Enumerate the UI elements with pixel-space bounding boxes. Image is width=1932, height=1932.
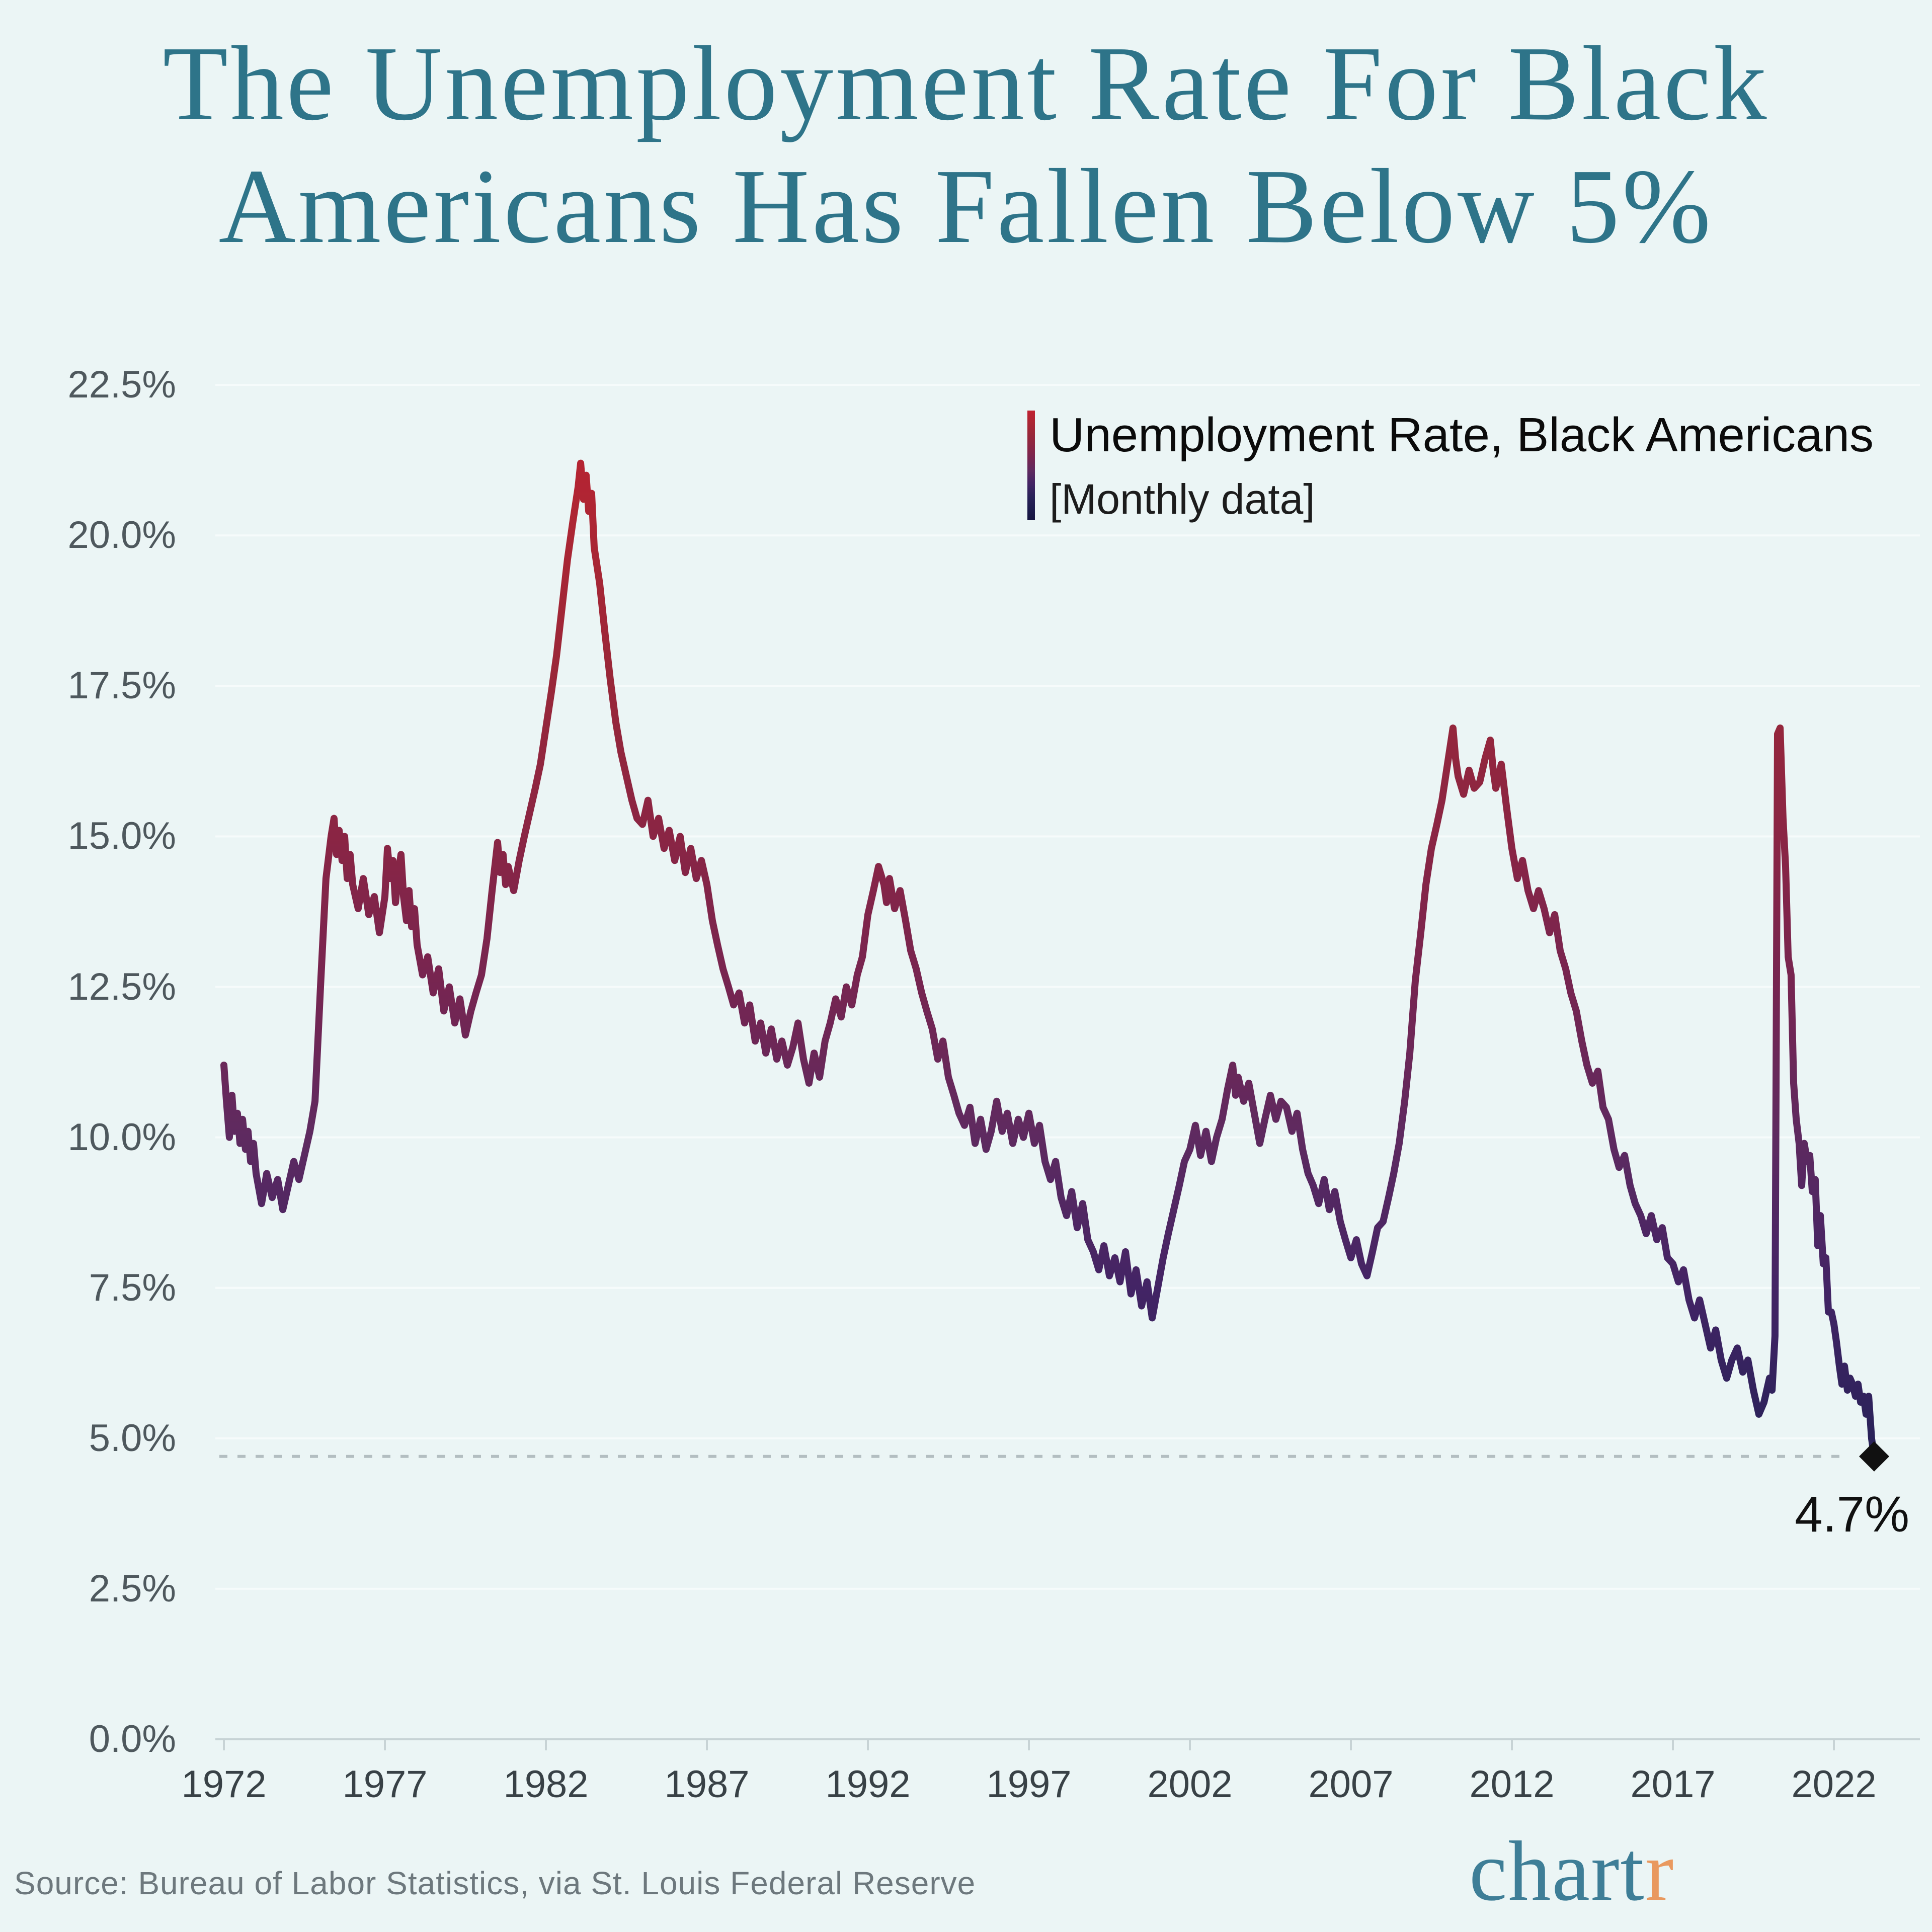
y-tick-label: 22.5%	[67, 363, 177, 407]
latest-point-diamond-marker	[1859, 1441, 1889, 1472]
y-tick-label: 12.5%	[67, 965, 177, 1008]
chartr-logo: chartr	[1469, 1822, 1674, 1920]
y-tick-label: 10.0%	[67, 1115, 177, 1159]
y-tick-label: 5.0%	[89, 1416, 176, 1460]
x-tick-label: 1982	[503, 1763, 589, 1806]
chartr-logo-chart: chart	[1469, 1824, 1645, 1918]
source-note: Source: Bureau of Labor Statistics, via …	[14, 1865, 976, 1901]
chart-title: The Unemployment Rate For Black American…	[0, 22, 1932, 268]
x-tick-label: 1977	[342, 1763, 428, 1806]
y-tick-label: 7.5%	[89, 1266, 176, 1309]
y-tick-label: 15.0%	[67, 815, 177, 858]
x-tick-label: 1997	[986, 1763, 1072, 1806]
chartr-logo-r: r	[1645, 1824, 1675, 1918]
unemployment-rate-line	[220, 459, 1878, 1460]
legend-title: Unemployment Rate, Black Americans	[1050, 408, 1874, 462]
chart-title-line1: The Unemployment Rate For Black	[163, 24, 1769, 142]
latest-value-annotation: 4.7%	[1795, 1486, 1909, 1543]
chart-title-line2: Americans Has Fallen Below 5%	[218, 147, 1714, 265]
x-tick-label: 2012	[1469, 1763, 1555, 1806]
y-tick-label: 20.0%	[67, 514, 177, 557]
x-tick-label: 1992	[825, 1763, 911, 1806]
x-tick-label: 1987	[664, 1763, 750, 1806]
y-tick-label: 2.5%	[89, 1567, 176, 1610]
y-tick-label: 0.0%	[89, 1718, 176, 1760]
legend-subtitle: [Monthly data]	[1050, 475, 1315, 523]
x-tick-label: 2017	[1630, 1763, 1716, 1806]
x-tick-label: 1972	[181, 1763, 267, 1806]
legend-gradient-swatch	[1027, 411, 1035, 520]
y-tick-label: 17.5%	[67, 664, 177, 707]
x-tick-label: 2007	[1308, 1763, 1394, 1806]
x-tick-label: 2002	[1147, 1763, 1233, 1806]
x-tick-label: 2022	[1791, 1763, 1877, 1806]
